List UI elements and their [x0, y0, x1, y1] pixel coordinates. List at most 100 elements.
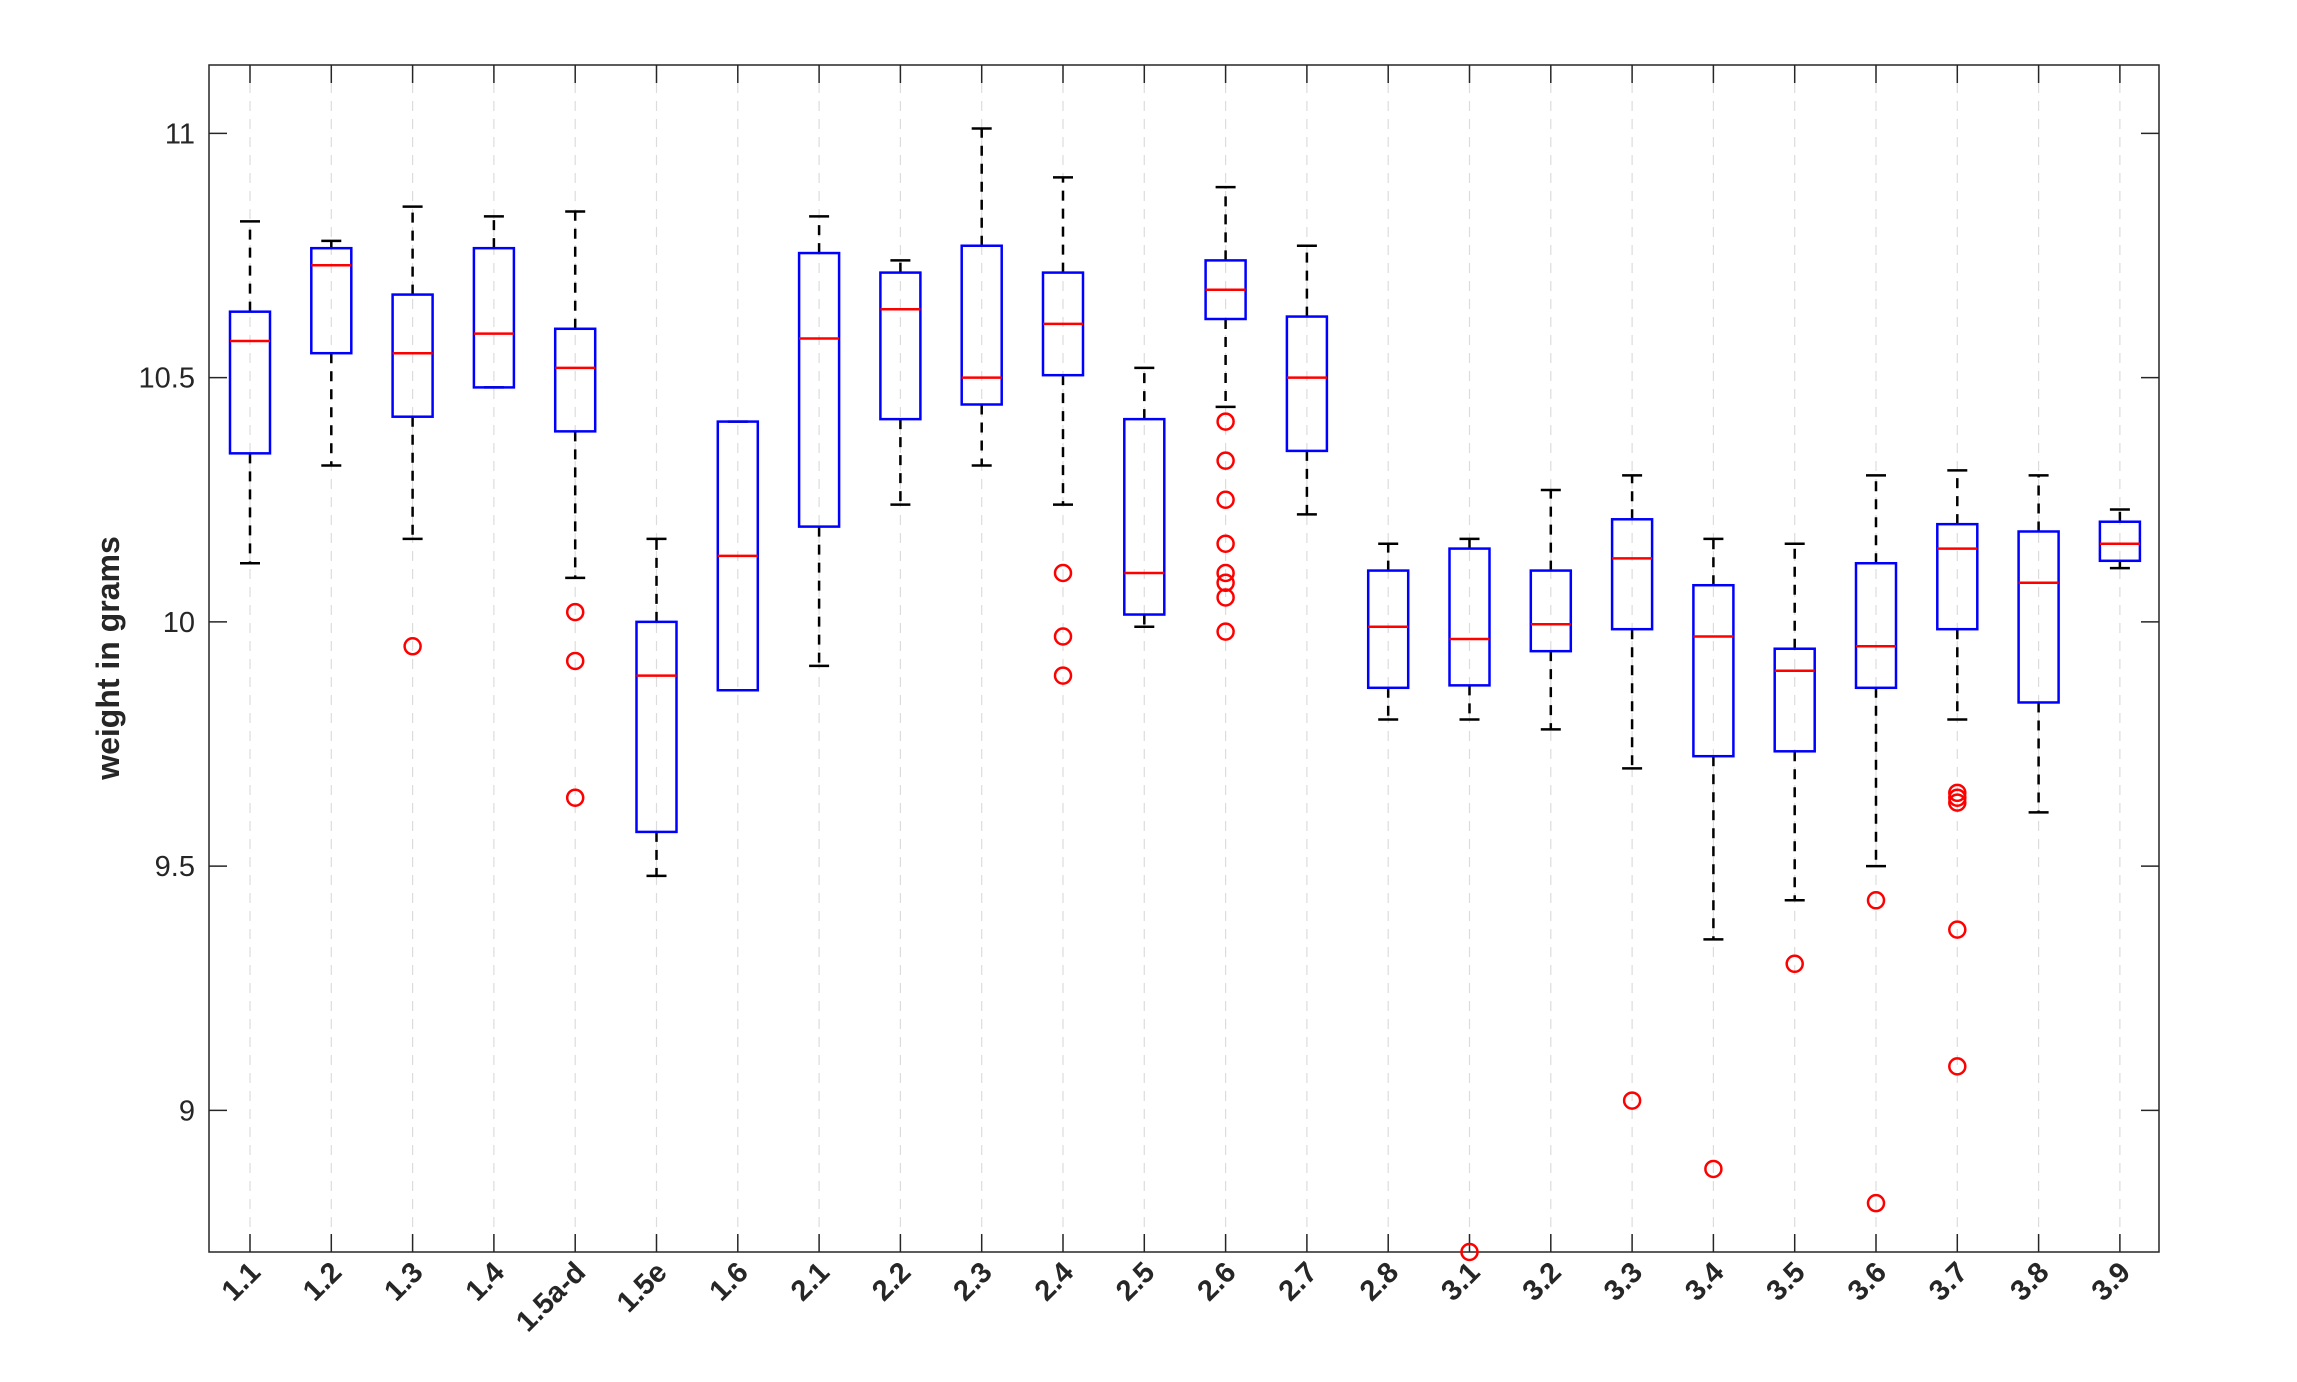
box-iqr: [391, 293, 434, 418]
box-group: [1285, 244, 1329, 516]
outlier-point: [1460, 1242, 1479, 1262]
outlier-point: [1053, 563, 1073, 583]
vertical-grid: [249, 65, 2121, 1252]
outlier-point: [1948, 788, 1967, 807]
x-tick-label: 3.6: [1842, 1256, 1893, 1307]
x-tick-label: 3.3: [1598, 1256, 1649, 1307]
box-iqr: [1773, 647, 1816, 753]
box-group: [228, 220, 272, 565]
x-tick-label: 3.5: [1761, 1256, 1812, 1307]
outlier-point: [1948, 783, 1967, 803]
y-tick-label: 11: [165, 118, 195, 150]
box-group: [797, 215, 841, 668]
box-group: [1692, 537, 1735, 1179]
box-iqr: [635, 620, 678, 834]
x-tick-label: 1.1: [216, 1256, 267, 1307]
box-group: [716, 420, 760, 692]
x-tick-label: 1.3: [378, 1256, 429, 1307]
box-group: [1610, 474, 1654, 1110]
box-iqr: [2017, 530, 2060, 704]
box-group: [472, 215, 516, 389]
outlier-point: [1216, 573, 1235, 593]
x-tick-label: 2.3: [948, 1256, 999, 1307]
outlier-point: [1216, 622, 1235, 641]
outlier-point: [1866, 1193, 1886, 1213]
box-iqr: [1448, 547, 1491, 687]
x-tick-label: 3.8: [2004, 1256, 2055, 1307]
x-tick-label: 1.5e: [611, 1256, 674, 1319]
box-iqr: [1285, 315, 1329, 453]
box-group: [1041, 176, 1085, 685]
box-group: [2017, 474, 2060, 814]
box-iqr: [1692, 583, 1735, 758]
box-iqr: [879, 271, 922, 421]
outlier-point: [1216, 563, 1235, 583]
outlier-point: [1053, 627, 1073, 646]
x-tick-label: 3.4: [1679, 1256, 1730, 1307]
x-tick-label: 2.6: [1191, 1256, 1242, 1307]
outlier-point: [1785, 954, 1804, 974]
outlier-point: [1948, 1057, 1967, 1076]
box-iqr: [1936, 522, 1979, 631]
box-group: [310, 239, 353, 467]
box-iqr: [472, 246, 516, 389]
boxes: [228, 127, 2142, 1262]
box-iqr: [1123, 417, 1166, 616]
x-tick-label: 1.2: [297, 1256, 348, 1307]
outlier-point: [1216, 588, 1235, 607]
box-group: [2098, 508, 2142, 570]
box-iqr: [1366, 569, 1410, 690]
box-group: [1773, 542, 1816, 974]
outlier-point: [1866, 891, 1886, 910]
box-group: [1366, 542, 1410, 721]
box-group: [879, 259, 922, 506]
plot-area-frame: [208, 64, 2160, 1253]
x-tick-label: 3.2: [1517, 1256, 1568, 1307]
x-tick-label: 2.1: [785, 1256, 836, 1307]
x-tick-label: 2.5: [1110, 1256, 1161, 1307]
box-iqr: [1854, 561, 1898, 690]
outlier-point: [565, 651, 585, 671]
x-tick-label: 2.7: [1273, 1256, 1324, 1307]
outlier-point: [1216, 534, 1235, 553]
box-group: [391, 205, 434, 656]
x-tick-label: 3.7: [1923, 1256, 1974, 1307]
y-tick-label: 9: [179, 1095, 195, 1127]
outlier-point: [1216, 412, 1235, 431]
outlier-point: [1216, 451, 1235, 470]
box-iqr: [1610, 518, 1654, 631]
x-tick-label: 2.4: [1029, 1256, 1080, 1307]
x-axis-ticks: 1.1 1.2 1.3 1.4 1.5a-d 1.5e 1.6 2.1 2.2 2.3 2.4 2.5…: [216, 65, 2137, 1338]
outlier-point: [1216, 490, 1235, 509]
x-tick-label: 1.4: [460, 1256, 511, 1307]
box-iqr: [553, 327, 597, 433]
y-axis-ticks: 9 9.5 10 10.5 11: [139, 118, 2159, 1127]
box-group: [1448, 537, 1491, 1262]
outlier-point: [1704, 1159, 1723, 1179]
outlier-point: [565, 602, 585, 622]
outlier-point: [565, 788, 585, 807]
x-tick-label: 2.2: [866, 1256, 917, 1307]
box-group: [1204, 185, 1247, 641]
box-group: [1529, 488, 1573, 731]
box-group: [1854, 474, 1898, 1213]
box-group: [635, 537, 678, 878]
box-iqr: [1529, 569, 1573, 653]
outlier-point: [1053, 666, 1073, 685]
outlier-point: [403, 637, 422, 656]
outlier-point: [1948, 793, 1967, 812]
box-group: [1123, 366, 1166, 628]
y-tick-label: 10: [163, 607, 195, 639]
box-iqr: [228, 310, 272, 455]
x-tick-label: 1.5a-d: [510, 1256, 592, 1338]
y-tick-label: 9.5: [155, 851, 195, 883]
outlier-point: [1622, 1091, 1642, 1110]
box-iqr: [797, 251, 841, 528]
x-tick-label: 1.6: [704, 1256, 755, 1307]
box-group: [1936, 469, 1979, 1076]
box-group: [960, 127, 1003, 467]
y-tick-label: 10.5: [139, 363, 195, 395]
x-tick-label: 3.9: [2086, 1256, 2137, 1307]
y-axis-label: weight in grams: [90, 536, 126, 781]
